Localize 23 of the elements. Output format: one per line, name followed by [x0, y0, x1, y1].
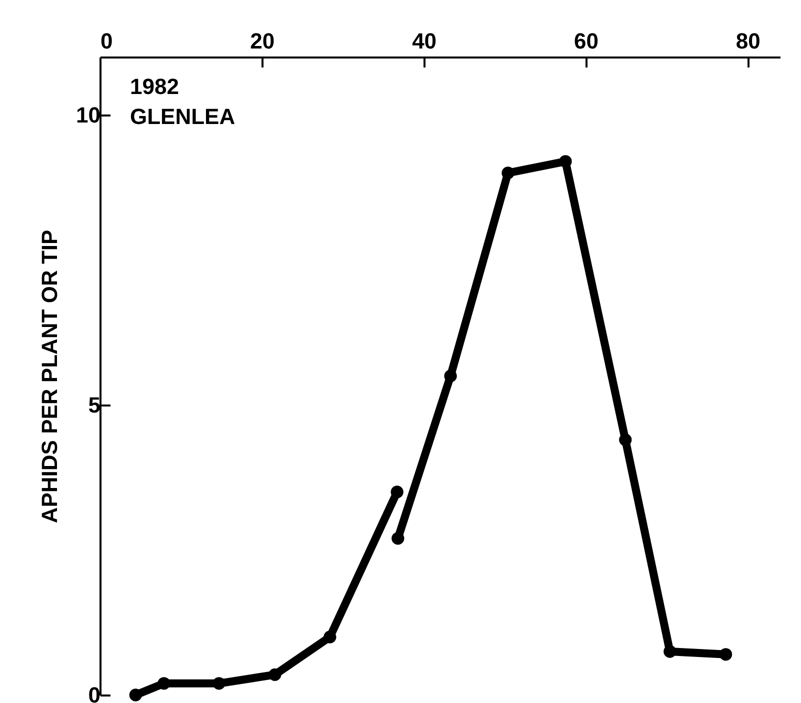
- x-tick-label: 80: [736, 28, 760, 54]
- point: [719, 648, 732, 661]
- x-tick-label: 40: [412, 28, 437, 54]
- point: [664, 645, 676, 658]
- x-tick-label: 20: [250, 28, 275, 54]
- point: [390, 486, 404, 498]
- point: [268, 668, 282, 682]
- annotation: 1982: [130, 74, 179, 99]
- point: [619, 433, 632, 446]
- y-tick-label: 5: [88, 392, 100, 418]
- point: [559, 155, 572, 168]
- point: [212, 677, 226, 690]
- x-tick-label: 60: [574, 28, 598, 54]
- point: [158, 677, 170, 690]
- point: [444, 370, 457, 382]
- point: [324, 630, 336, 644]
- y-axis-title: APHIDS PER PLANT OR TIP: [37, 230, 62, 524]
- annotation: GLENLEA: [130, 104, 236, 129]
- y-tick-label: 10: [76, 102, 100, 128]
- y-tick-label: 0: [88, 682, 100, 703]
- point: [392, 532, 404, 545]
- point: [502, 166, 514, 180]
- point: [129, 688, 142, 702]
